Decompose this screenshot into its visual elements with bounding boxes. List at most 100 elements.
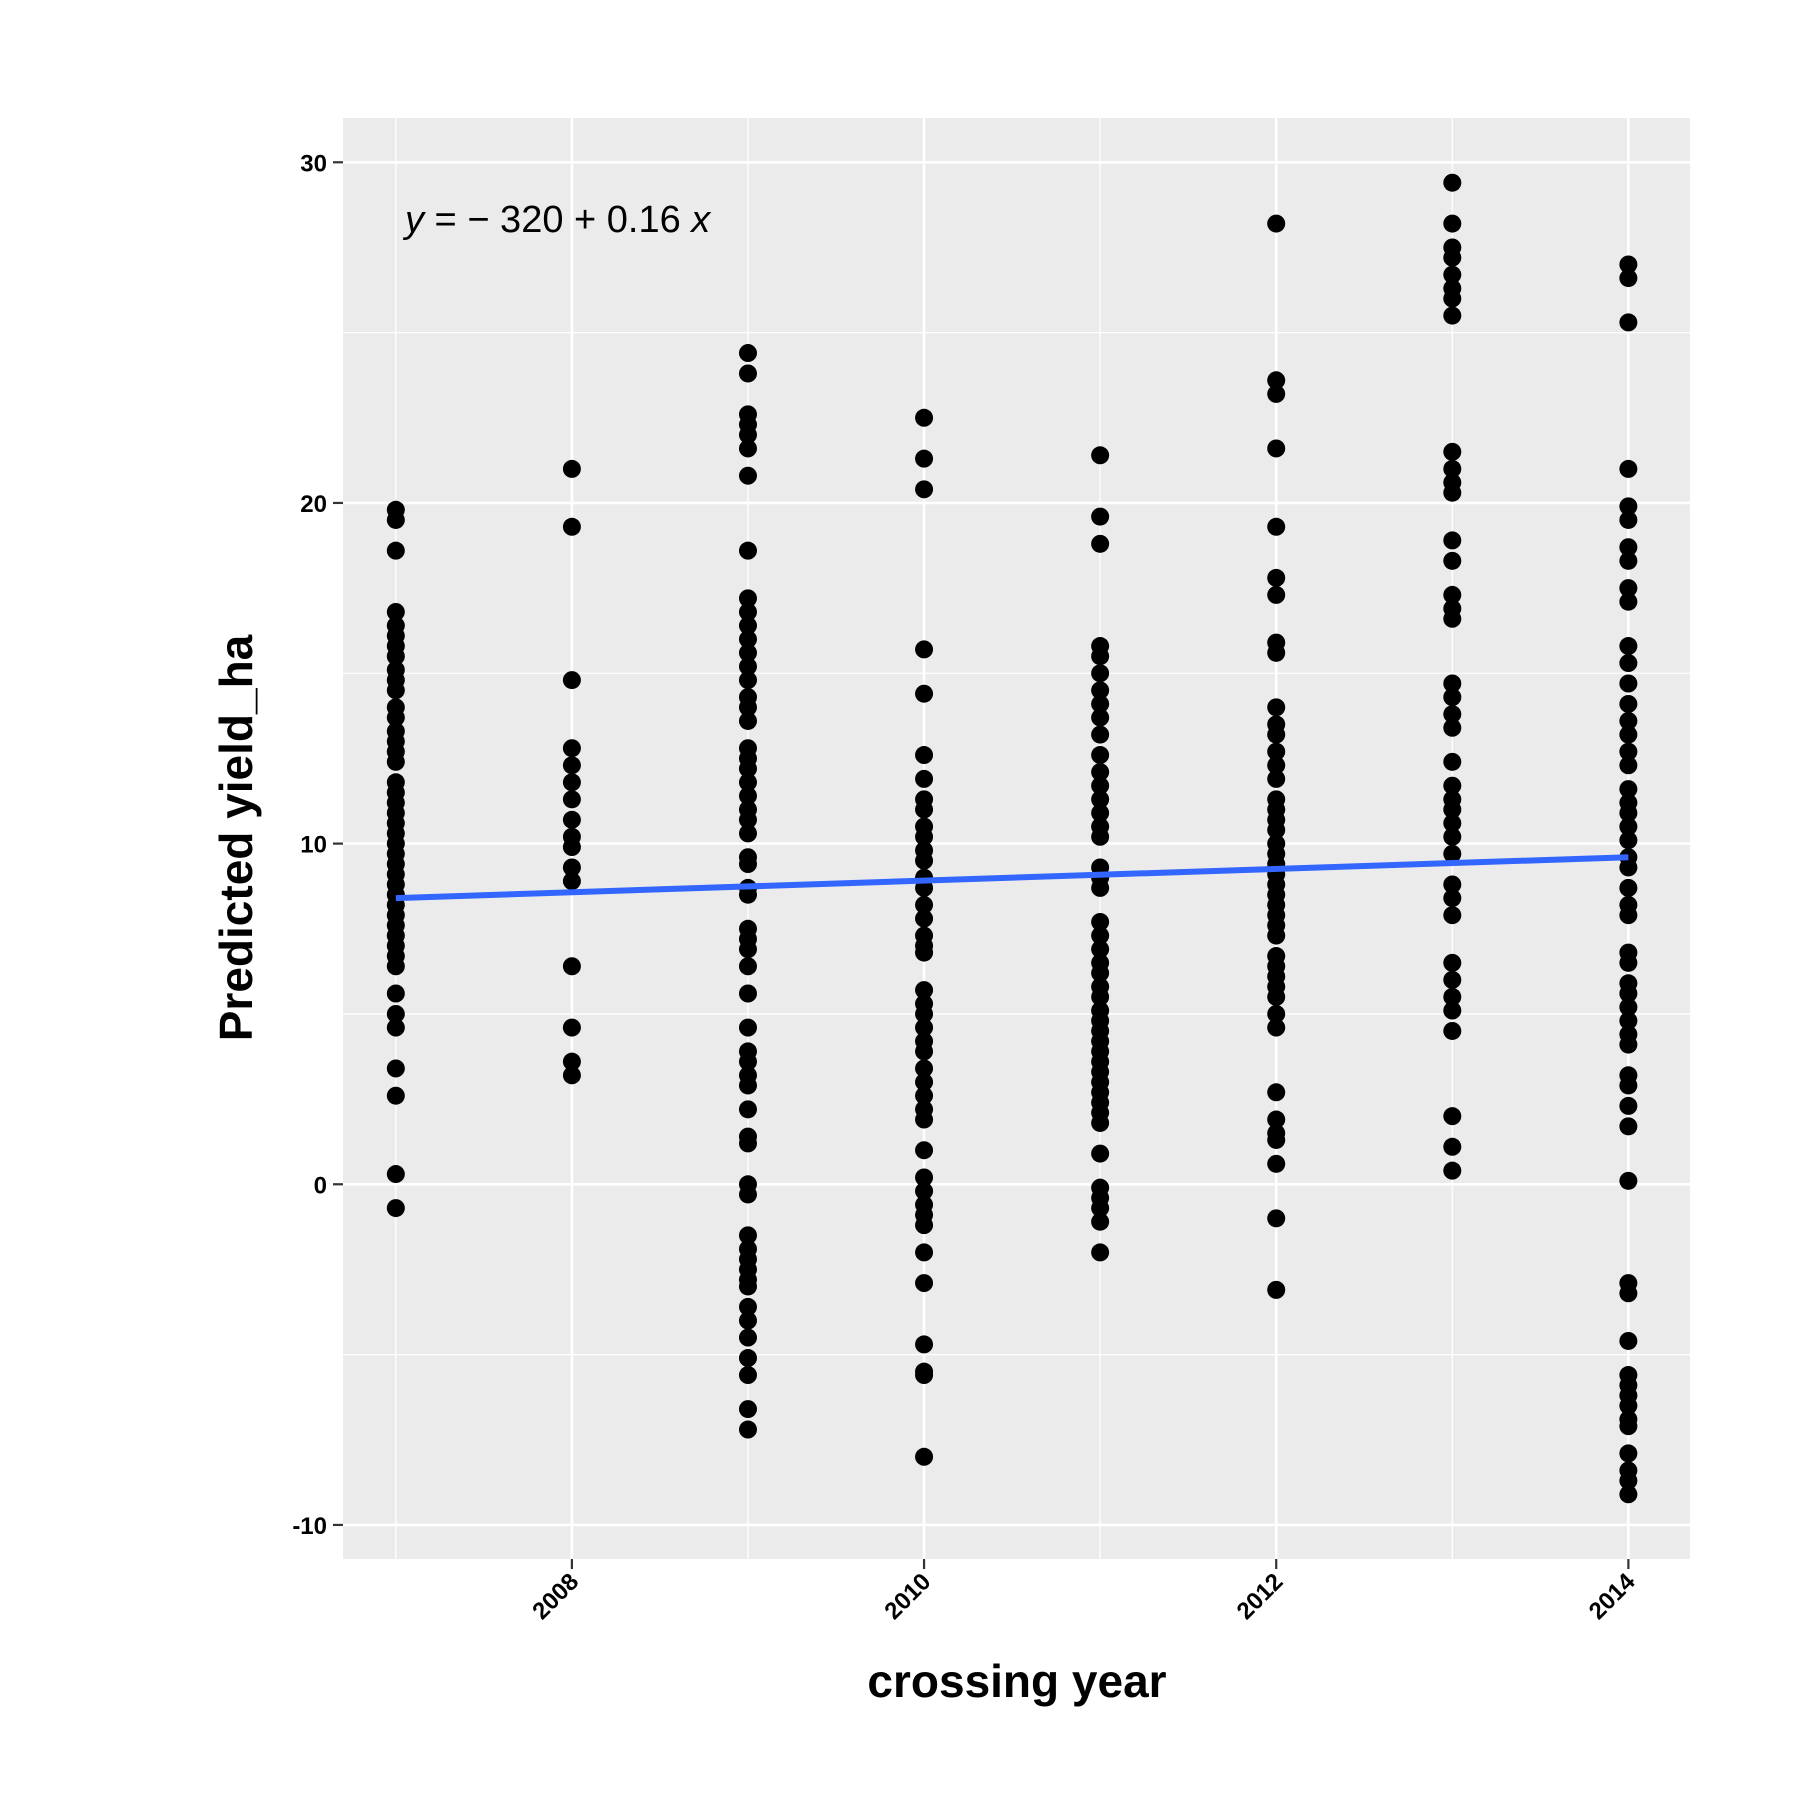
data-point xyxy=(387,1087,405,1105)
data-point xyxy=(739,957,757,975)
data-point xyxy=(1443,753,1461,771)
data-point xyxy=(1619,674,1637,692)
data-point xyxy=(1619,1417,1637,1435)
data-point xyxy=(563,773,581,791)
data-point xyxy=(387,511,405,529)
data-point xyxy=(1267,644,1285,662)
data-point xyxy=(915,1243,933,1261)
x-axis-title: crossing year xyxy=(867,1655,1166,1707)
data-point xyxy=(563,872,581,890)
data-point xyxy=(739,439,757,457)
y-tick-label: 10 xyxy=(300,832,327,859)
data-point xyxy=(1267,927,1285,945)
data-point xyxy=(1443,1002,1461,1020)
y-axis-title: Predicted yield_ha xyxy=(210,634,262,1041)
data-point xyxy=(1619,726,1637,744)
data-point xyxy=(563,838,581,856)
data-point xyxy=(1091,508,1109,526)
data-point xyxy=(1267,569,1285,587)
data-point xyxy=(739,824,757,842)
data-point xyxy=(739,671,757,689)
data-point xyxy=(563,1019,581,1037)
data-point xyxy=(1443,719,1461,737)
data-point xyxy=(1443,1107,1461,1125)
data-point xyxy=(1619,460,1637,478)
data-point xyxy=(915,685,933,703)
data-point xyxy=(739,1100,757,1118)
data-point xyxy=(1091,709,1109,727)
data-point xyxy=(915,1111,933,1129)
data-point xyxy=(1091,446,1109,464)
data-point xyxy=(1267,215,1285,233)
data-point xyxy=(1091,746,1109,764)
data-point xyxy=(1443,1162,1461,1180)
data-point xyxy=(1267,1155,1285,1173)
data-point xyxy=(915,409,933,427)
data-point xyxy=(1267,586,1285,604)
data-point xyxy=(739,1076,757,1094)
data-point xyxy=(739,1366,757,1384)
data-point xyxy=(1619,1284,1637,1302)
data-point xyxy=(1267,518,1285,536)
data-point xyxy=(915,640,933,658)
data-point xyxy=(1443,249,1461,267)
y-tick-label: 0 xyxy=(314,1172,327,1199)
data-point xyxy=(1619,1485,1637,1503)
data-point xyxy=(1619,756,1637,774)
data-point xyxy=(1267,439,1285,457)
equation-y-var: y xyxy=(402,199,426,241)
data-point xyxy=(1619,858,1637,876)
data-point xyxy=(739,1329,757,1347)
data-point xyxy=(1619,1332,1637,1350)
data-point xyxy=(1619,637,1637,655)
data-point xyxy=(915,450,933,468)
data-point xyxy=(387,957,405,975)
data-point xyxy=(1091,828,1109,846)
data-point xyxy=(387,753,405,771)
data-point xyxy=(915,944,933,962)
data-point xyxy=(1619,1117,1637,1135)
equation-rhs: − 320 + 0.16 xyxy=(467,199,691,241)
data-point xyxy=(1091,664,1109,682)
data-point xyxy=(1091,726,1109,744)
equation-x-var: x xyxy=(689,199,712,241)
data-point xyxy=(915,1366,933,1384)
data-point xyxy=(1443,307,1461,325)
data-point xyxy=(1443,443,1461,461)
data-point xyxy=(387,1165,405,1183)
data-point xyxy=(1443,906,1461,924)
data-point xyxy=(1443,215,1461,233)
data-point xyxy=(1267,385,1285,403)
y-tick-label: -10 xyxy=(292,1513,327,1540)
data-point xyxy=(915,480,933,498)
data-point xyxy=(739,1421,757,1439)
data-point xyxy=(739,1400,757,1418)
data-point xyxy=(915,801,933,819)
y-tick-label: 30 xyxy=(300,150,327,177)
data-point xyxy=(387,985,405,1003)
data-point xyxy=(1443,174,1461,192)
x-tick-label: 2014 xyxy=(1584,1568,1641,1625)
data-point xyxy=(1619,954,1637,972)
data-point xyxy=(739,855,757,873)
data-point xyxy=(1267,726,1285,744)
data-point xyxy=(563,671,581,689)
data-point xyxy=(1619,1444,1637,1462)
data-point xyxy=(1619,906,1637,924)
data-point xyxy=(1619,313,1637,331)
data-point xyxy=(915,1141,933,1159)
data-point xyxy=(563,756,581,774)
data-point xyxy=(1443,290,1461,308)
data-point xyxy=(387,1059,405,1077)
data-point xyxy=(387,681,405,699)
data-point xyxy=(1091,535,1109,553)
data-point xyxy=(739,364,757,382)
data-point xyxy=(1091,647,1109,665)
x-tick-label: 2012 xyxy=(1232,1568,1289,1625)
data-point xyxy=(739,1134,757,1152)
data-point xyxy=(915,852,933,870)
data-point xyxy=(563,1066,581,1084)
data-point xyxy=(1091,1243,1109,1261)
data-point xyxy=(387,542,405,560)
data-point xyxy=(1443,610,1461,628)
